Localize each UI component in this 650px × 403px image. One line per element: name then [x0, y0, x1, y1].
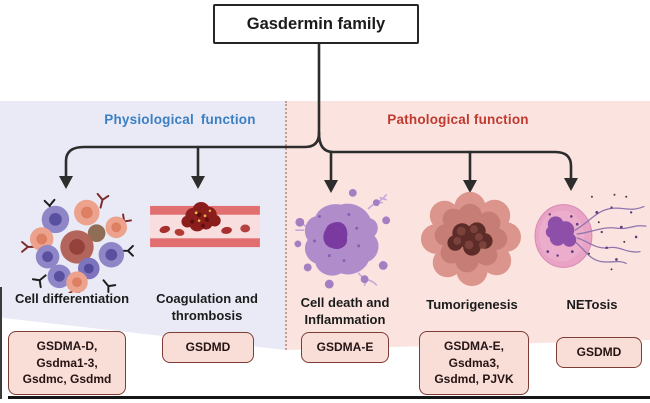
left-branch-line: [64, 131, 321, 178]
diagram-title: Gasdermin family: [246, 14, 386, 33]
tumorigenesis-illustration: [420, 191, 521, 287]
right-branch-line: [317, 131, 573, 180]
arrowhead-cell-death: [324, 180, 338, 193]
branch-label-tumorigenesis: Tumorigenesis: [426, 297, 518, 312]
title-box: Gasdermin family: [213, 4, 419, 44]
left-border-line: [0, 287, 2, 399]
arrowhead-tumorigenesis: [463, 180, 477, 193]
physiological-function-label: Physiological function: [104, 112, 256, 127]
pathological-function-label: Pathological function: [387, 112, 529, 127]
region-divider-dotted-line: [285, 101, 287, 350]
branch-label-coagulation: Coagulation and thrombosis: [156, 291, 258, 323]
arrowhead-netosis: [564, 178, 578, 191]
arrowhead-coagulation: [191, 176, 205, 189]
cell-differentiation-illustration: [21, 192, 134, 293]
branch-label-cell-differentiation: Cell differentiation: [14, 291, 130, 306]
gene-box-cell-death: GSDMA-E: [301, 332, 389, 363]
gene-box-coagulation: GSDMD: [162, 332, 254, 363]
branch-label-cell-death: Cell death and Inflammation: [300, 295, 390, 327]
arrowhead-cell-differentiation: [59, 176, 73, 189]
gene-box-netosis: GSDMD: [556, 337, 642, 368]
bottom-border-line: [8, 396, 650, 399]
cell-death-inflammation-illustration: [294, 188, 391, 289]
branch-label-netosis: NETosis: [566, 297, 618, 312]
netosis-illustration: [534, 193, 647, 271]
gene-box-cell-differentiation: GSDMA-D, Gsdma1-3, Gsdmc, Gsdmd: [8, 331, 126, 395]
gene-box-tumorigenesis: GSDMA-E, Gsdma3, Gsdmd, PJVK: [419, 331, 529, 395]
coagulation-thrombosis-illustration: [150, 202, 260, 248]
